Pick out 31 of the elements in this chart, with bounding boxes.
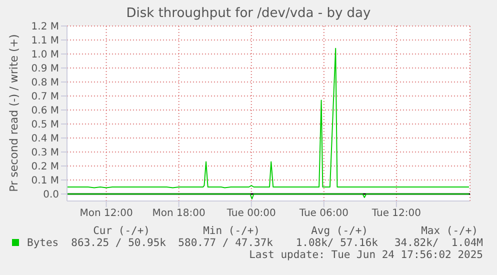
legend-label: Bytes: [26, 237, 59, 249]
text: 863.25 / 50.95k: [71, 237, 166, 249]
x-tick-label: Tue 12:00: [370, 208, 421, 220]
y-tick-label: 0.8 M: [31, 78, 59, 89]
x-tick-label: Mon 12:00: [80, 208, 133, 220]
text: 580.77 / 47.37k: [178, 237, 273, 249]
y-tick-label: 0.6 M: [31, 106, 59, 117]
text: 34.82k/ 1.04M: [394, 237, 483, 249]
y-tick-label: 0.1 M: [31, 176, 59, 187]
x-tick-label: Tue 00:00: [226, 208, 276, 220]
y-axis-title: Pr second read (-) / write (+): [8, 34, 20, 192]
y-tick-label: 0.2 M: [31, 162, 59, 173]
y-tick-label: 1.2 M: [31, 22, 59, 33]
y-tick-label: 0.7 M: [31, 92, 59, 103]
text: Max (-/+): [421, 225, 478, 237]
text: Min (-/+): [203, 225, 260, 237]
chart-title: Disk throughput for /dev/vda - by day: [125, 6, 372, 21]
text: Avg (-/+): [311, 225, 368, 237]
line-series: [67, 48, 470, 188]
text: Cur (-/+): [93, 225, 150, 237]
y-tick-label: 0.9 M: [31, 64, 59, 75]
y-tick-label: 0.0: [43, 190, 59, 201]
y-tick-label: 0.4 M: [31, 134, 59, 145]
text: Last update: Tue Jun 24 17:56:02 2025: [249, 249, 483, 261]
y-tick-label: 1.1 M: [31, 36, 59, 47]
x-tick-label: Mon 18:00: [152, 208, 206, 220]
y-tick-label: 0.3 M: [31, 148, 59, 159]
y-tick-label: 0.5 M: [31, 120, 59, 131]
text: 1.08k/ 57.16k: [296, 237, 378, 249]
x-tick-label: Tue 06:00: [298, 208, 348, 220]
y-tick-label: 1.0 M: [31, 50, 59, 61]
